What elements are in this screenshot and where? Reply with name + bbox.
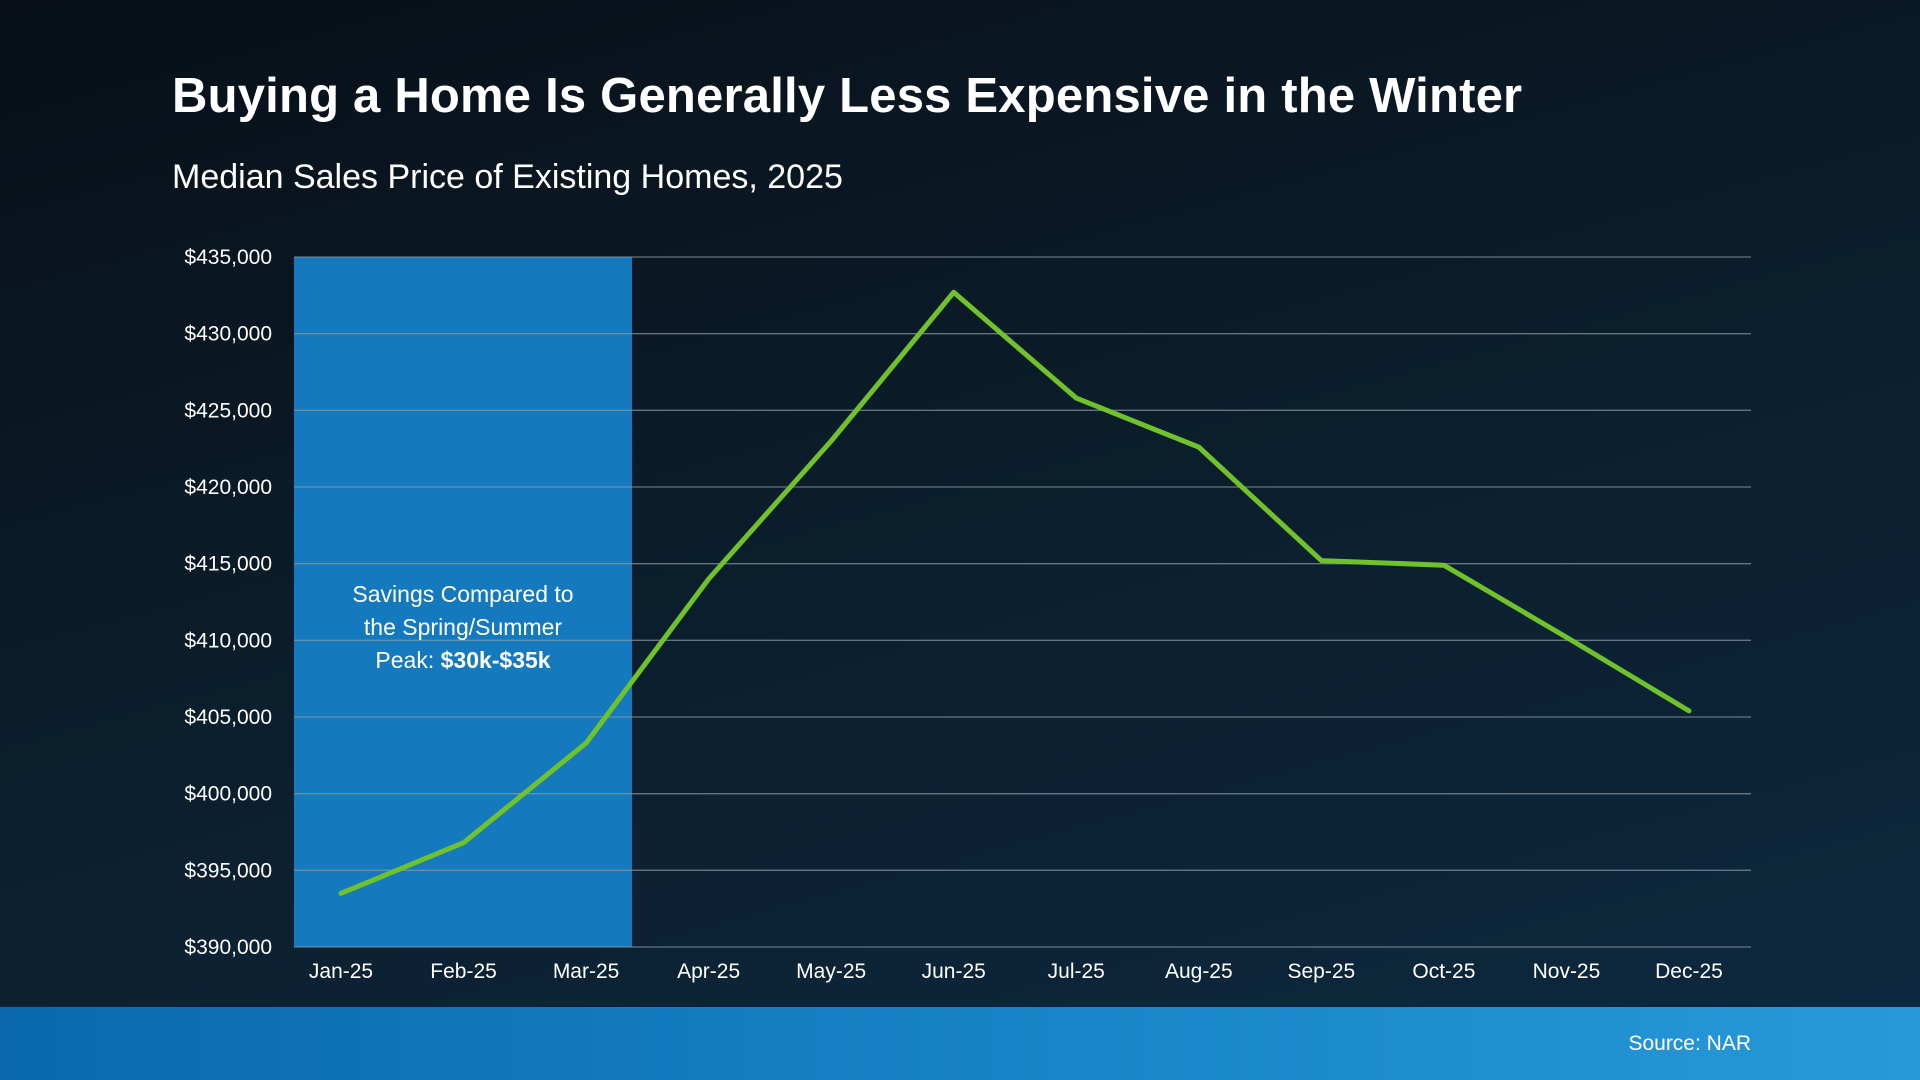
annotation-line-1: Savings Compared to: [352, 581, 574, 607]
savings-annotation: Savings Compared to the Spring/Summer Pe…: [294, 578, 632, 677]
y-tick-label: $405,000: [184, 706, 272, 729]
x-tick-label: Mar-25: [553, 960, 620, 983]
y-tick-label: $415,000: [184, 553, 272, 576]
annotation-line-3-prefix: Peak:: [375, 647, 441, 673]
y-tick-label: $425,000: [184, 399, 272, 422]
x-tick-label: Oct-25: [1412, 960, 1475, 983]
x-tick-label: Dec-25: [1655, 960, 1723, 983]
page-title: Buying a Home Is Generally Less Expensiv…: [172, 69, 1523, 123]
x-tick-label: Jul-25: [1048, 960, 1105, 983]
annotation-line-2: the Spring/Summer: [363, 614, 563, 640]
y-tick-label: $390,000: [184, 936, 272, 959]
annotation-savings-range: $30k-$35k: [440, 647, 551, 673]
source-label: Source: NAR: [1628, 1031, 1751, 1055]
x-tick-label: Jan-25: [309, 960, 373, 983]
x-tick-label: Feb-25: [430, 960, 497, 983]
y-tick-label: $420,000: [184, 476, 272, 499]
y-tick-label: $400,000: [184, 783, 272, 806]
x-tick-label: Aug-25: [1165, 960, 1233, 983]
x-tick-label: Jun-25: [922, 960, 986, 983]
x-tick-label: Sep-25: [1288, 960, 1356, 983]
y-tick-label: $395,000: [184, 859, 272, 882]
y-tick-label: $435,000: [184, 246, 272, 269]
y-tick-label: $430,000: [184, 323, 272, 346]
highlight-region: [294, 257, 633, 947]
price-line: [338, 289, 1692, 896]
x-tick-label: May-25: [796, 960, 866, 983]
page-subtitle: Median Sales Price of Existing Homes, 20…: [172, 158, 843, 196]
footer-bar: Source: NAR: [0, 1007, 1920, 1080]
y-tick-label: $410,000: [184, 629, 272, 652]
x-tick-label: Nov-25: [1533, 960, 1601, 983]
x-tick-label: Apr-25: [677, 960, 740, 983]
